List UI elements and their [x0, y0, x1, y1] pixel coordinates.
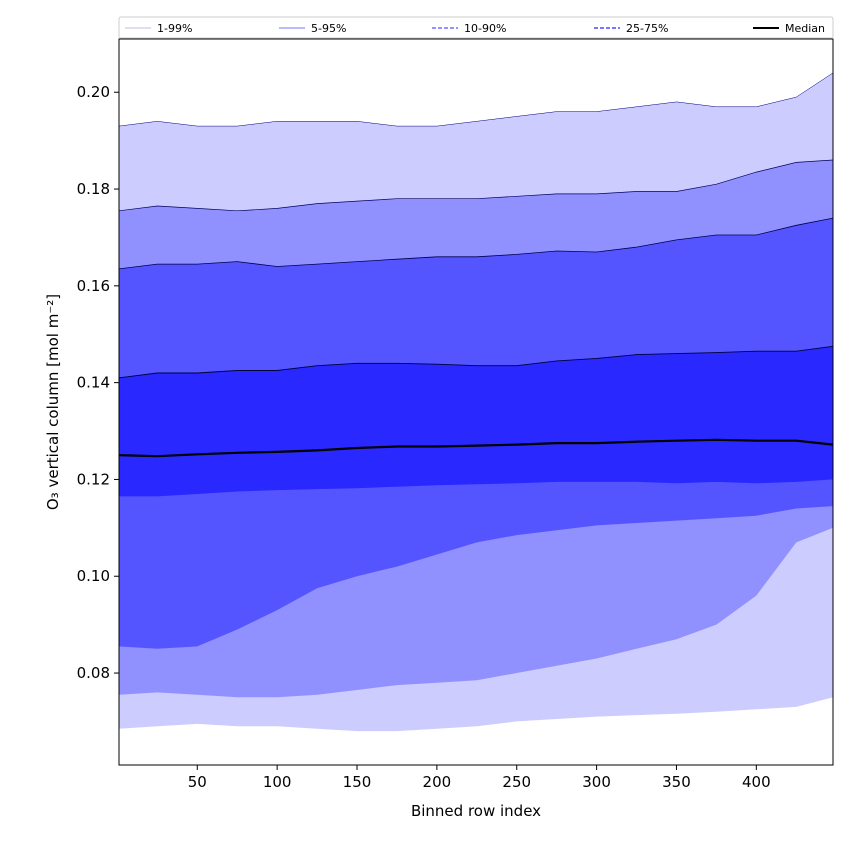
x-tick-label: 400	[742, 773, 771, 791]
y-tick-label: 0.14	[77, 374, 110, 392]
x-tick-label: 100	[263, 773, 292, 791]
legend-label-median: Median	[785, 22, 825, 35]
ticks-layer: 50 100 150 200 250 300 350 400 0.08 0.10 0.12 0.14 0…	[77, 83, 771, 791]
legend-label-5-95: 5-95%	[311, 22, 346, 35]
y-tick-label: 0.18	[77, 180, 110, 198]
y-tick-label: 0.10	[77, 567, 110, 585]
x-axis-label: Binned row index	[411, 802, 541, 820]
x-tick-label: 200	[423, 773, 452, 791]
y-tick-label: 0.12	[77, 470, 110, 488]
x-tick-label: 50	[188, 773, 207, 791]
x-tick-label: 250	[502, 773, 531, 791]
y-tick-label: 0.16	[77, 277, 110, 295]
band-upper-line-10-90	[118, 217, 834, 270]
band-upper-line-1-99	[118, 72, 834, 127]
x-tick-label: 350	[662, 773, 691, 791]
legend-box	[118, 16, 834, 39]
legend: 1-99% 5-95% 10-90% 25-75% Median	[118, 16, 834, 39]
band-fill-25-75	[119, 346, 833, 497]
y-tick-label: 0.20	[77, 83, 110, 101]
bands-layer	[118, 72, 834, 732]
median-line	[118, 438, 834, 458]
y-tick-label: 0.08	[77, 664, 110, 682]
x-tick-label: 150	[343, 773, 372, 791]
plot-frame	[118, 38, 834, 766]
x-tick-label: 300	[582, 773, 611, 791]
y-axis-label: O₃ vertical column [mol m⁻²]	[44, 294, 62, 510]
legend-label-25-75: 25-75%	[626, 22, 668, 35]
median-layer	[118, 438, 834, 458]
legend-label-1-99: 1-99%	[157, 22, 192, 35]
legend-label-10-90: 10-90%	[464, 22, 506, 35]
band-upper-line-25-75	[118, 345, 834, 379]
band-upper-line-5-95	[118, 159, 834, 212]
